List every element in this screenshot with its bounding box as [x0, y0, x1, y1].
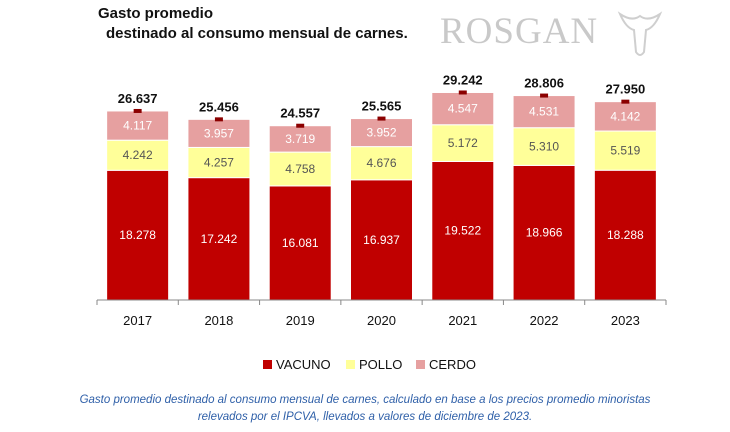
legend-label-vacuno: VACUNO	[276, 357, 331, 372]
rosgan-logo: ROSGAN	[440, 2, 663, 62]
total-marker-2020	[377, 116, 386, 121]
data-label-cerdo-2021: 4.547	[448, 102, 478, 116]
total-label-2020: 25.565	[362, 99, 402, 114]
data-label-vacuno-2017: 18.278	[119, 228, 156, 242]
legend: VACUNO POLLO CERDO	[263, 357, 476, 372]
data-label-cerdo-2022: 4.531	[529, 105, 559, 119]
total-label-2019: 24.557	[280, 106, 320, 121]
x-tick-label-2017: 2017	[123, 313, 152, 328]
chart-title-line1: Gasto promedio	[98, 5, 214, 22]
bar-pollo-2019	[268, 151, 332, 187]
caption-line1: Gasto promedio destinado al consumo mens…	[79, 394, 651, 406]
data-label-pollo-2017: 4.242	[123, 148, 153, 162]
bar-vacuno-2021	[431, 160, 495, 301]
total-marker-2018	[214, 117, 223, 122]
data-label-vacuno-2019: 16.081	[282, 236, 319, 250]
data-label-pollo-2020: 4.676	[366, 156, 396, 170]
x-tick-label-2018: 2018	[204, 313, 233, 328]
legend-swatch-cerdo	[416, 360, 425, 369]
legend-swatch-pollo	[346, 360, 355, 369]
data-label-pollo-2018: 4.257	[204, 156, 234, 170]
bar-cerdo-2019	[268, 125, 332, 153]
bar-cerdo-2017	[106, 110, 170, 141]
data-label-vacuno-2018: 17.242	[201, 232, 238, 246]
bar-pollo-2017	[106, 139, 170, 171]
bar-cerdo-2018	[187, 118, 251, 148]
total-label-2023: 27.950	[605, 82, 645, 97]
bar-vacuno-2020	[350, 179, 413, 301]
bar-vacuno-2022	[512, 164, 576, 301]
bar-vacuno-2023	[593, 169, 657, 301]
total-label-2021: 29.242	[443, 72, 483, 87]
chart-title: Gasto promedio destinado al consumo mens…	[98, 4, 458, 44]
bar-pollo-2023	[593, 130, 657, 171]
data-label-vacuno-2021: 19.522	[444, 224, 481, 238]
rosgan-logo-text: ROSGAN	[440, 11, 599, 52]
total-marker-2017	[133, 108, 142, 113]
legend-label-pollo: POLLO	[359, 357, 402, 372]
data-label-vacuno-2022: 18.966	[526, 226, 563, 240]
data-label-cerdo-2019: 3.719	[285, 132, 315, 146]
data-label-vacuno-2023: 18.288	[607, 228, 644, 242]
legend-label-cerdo: CERDO	[429, 357, 476, 372]
bars-group: 18.278 4.242 4.117 26.637 2017 17.242 4.257 3.9…	[96, 72, 667, 328]
x-tick-label-2022: 2022	[530, 313, 559, 328]
data-label-cerdo-2018: 3.957	[204, 126, 234, 140]
data-label-pollo-2019: 4.758	[285, 162, 315, 176]
data-label-cerdo-2017: 4.117	[123, 119, 152, 133]
total-label-2022: 28.806	[524, 76, 564, 91]
caption-line2: relevados por el IPCVA, llevados a valor…	[197, 411, 533, 423]
x-tick-label-2023: 2023	[611, 313, 640, 328]
x-tick-label-2021: 2021	[448, 313, 477, 328]
total-label-2017: 26.637	[118, 91, 158, 106]
bar-cerdo-2020	[350, 118, 413, 148]
data-label-cerdo-2023: 4.142	[610, 109, 640, 123]
bar-pollo-2021	[431, 124, 495, 162]
bar-vacuno-2018	[187, 177, 251, 301]
bull-head-icon	[617, 11, 663, 56]
data-label-pollo-2021: 5.172	[448, 136, 478, 150]
x-tick-label-2019: 2019	[286, 313, 315, 328]
stacked-bar-chart: 18.278 4.242 4.117 26.637 2017 17.242 4.257 3.9…	[96, 72, 667, 372]
bar-pollo-2022	[512, 127, 576, 166]
bar-cerdo-2022	[512, 95, 576, 129]
chart-title-line2: destinado al consumo mensual de carnes.	[106, 25, 408, 42]
total-label-2018: 25.456	[199, 99, 239, 114]
x-tick-label-2020: 2020	[367, 313, 396, 328]
data-label-pollo-2023: 5.519	[610, 144, 640, 158]
total-marker-2022	[540, 93, 549, 98]
total-marker-2019	[296, 123, 305, 128]
figure-caption: Gasto promedio destinado al consumo mens…	[40, 392, 690, 426]
data-label-vacuno-2020: 16.937	[363, 233, 400, 247]
total-marker-2023	[621, 99, 630, 104]
legend-swatch-vacuno	[263, 360, 272, 369]
bar-pollo-2018	[187, 146, 251, 179]
data-label-pollo-2022: 5.310	[529, 140, 559, 154]
bar-cerdo-2021	[431, 91, 495, 126]
bar-cerdo-2023	[593, 101, 657, 132]
data-label-cerdo-2020: 3.952	[366, 126, 396, 140]
bar-vacuno-2019	[268, 185, 332, 301]
total-marker-2021	[458, 90, 467, 95]
